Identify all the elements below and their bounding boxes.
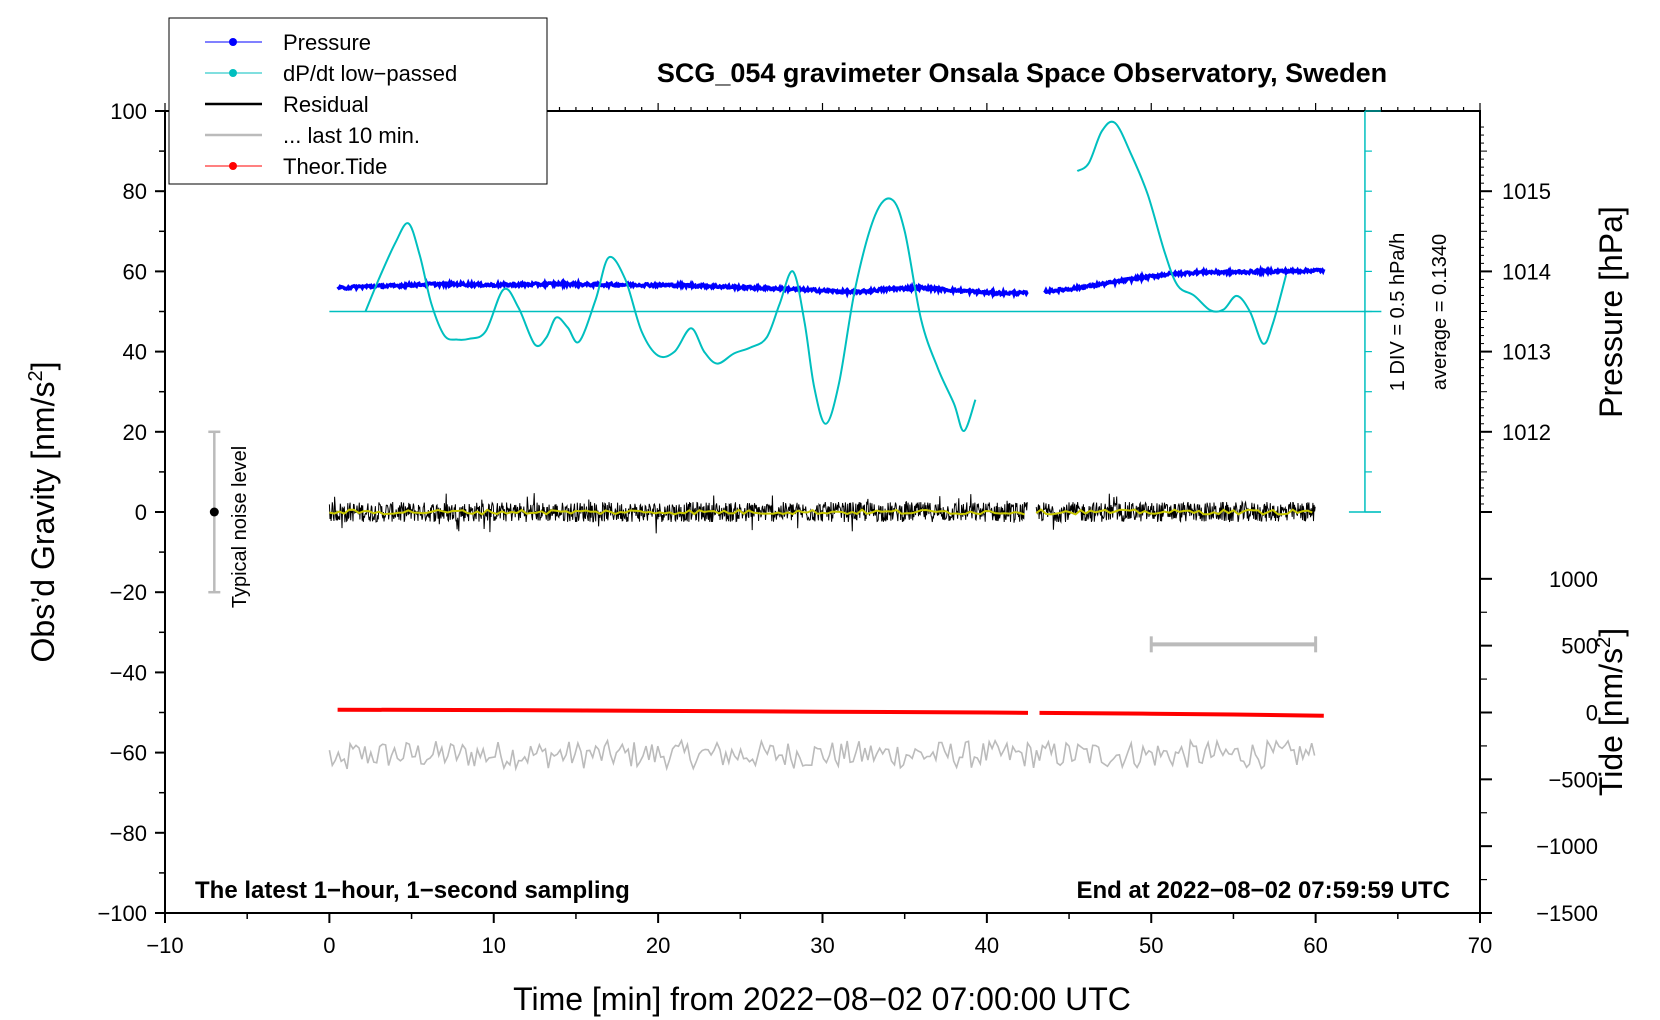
- noise-bar-center: [209, 507, 219, 517]
- y-tick-label: −20: [110, 580, 147, 605]
- residual-trace: [328, 493, 1028, 534]
- y-tick-label: 80: [123, 179, 147, 204]
- legend-label: dP/dt low−passed: [283, 61, 457, 86]
- residual-smoothed-trace: [329, 508, 1025, 516]
- pressure-axis-title: Pressure [hPa]: [1593, 206, 1629, 418]
- pressure-tick-label: 1012: [1502, 420, 1551, 445]
- tide-axis-title: Tide [nm/s2]: [1593, 628, 1629, 796]
- tide-trace: [1039, 710, 1324, 718]
- tide-trace: [337, 707, 1029, 715]
- x-tick-label: 60: [1303, 933, 1327, 958]
- tide-tick-label: −1000: [1536, 834, 1598, 859]
- residual-smoothed-trace: [1035, 508, 1313, 516]
- average-label: average = 0.1340: [1429, 234, 1451, 390]
- last-10-min-trace: [328, 738, 1316, 772]
- x-tick-label: −10: [146, 933, 183, 958]
- y-tick-label: −40: [110, 660, 147, 685]
- tide-tick-label: −1500: [1536, 901, 1598, 926]
- chart-title: SCG_054 gravimeter Onsala Space Observat…: [657, 58, 1387, 88]
- y-tick-label: −60: [110, 741, 147, 766]
- y-tick-label: −80: [110, 821, 147, 846]
- dpdt-trace: [364, 197, 977, 432]
- pressure-tick-label: 1014: [1502, 259, 1551, 284]
- x-tick-label: 70: [1468, 933, 1492, 958]
- legend-label: Theor.Tide: [283, 154, 387, 179]
- tide-tick-label: 500: [1561, 634, 1598, 659]
- legend-label: Residual: [283, 92, 369, 117]
- axis-ticks: −10 0 10 20 30 40 50 60 70−100−80−60−40−20020406…: [97, 99, 1598, 958]
- legend-label: ... last 10 min.: [283, 123, 420, 148]
- noise-level-label: Typical noise level: [229, 446, 251, 608]
- x-tick-label: 20: [646, 933, 670, 958]
- tide-tick-label: 0: [1586, 701, 1598, 726]
- x-tick-label: 0: [323, 933, 335, 958]
- sampling-note: The latest 1−hour, 1−second sampling: [195, 877, 630, 904]
- y-tick-label: 60: [123, 259, 147, 284]
- y-axis-title: Obs’d Gravity [nm/s2]: [25, 362, 61, 663]
- x-tick-label: 40: [975, 933, 999, 958]
- legend-label: Pressure: [283, 30, 371, 55]
- y-tick-label: 0: [135, 500, 147, 525]
- x-tick-label: 30: [810, 933, 834, 958]
- legend: Pressure dP/dt low−passed Residual ... last…: [168, 17, 548, 185]
- tide-tick-label: 1000: [1549, 567, 1598, 592]
- pressure-trace: [336, 277, 1029, 300]
- y-tick-label: 100: [110, 99, 147, 124]
- end-time-note: End at 2022−08−02 07:59:59 UTC: [1076, 877, 1450, 904]
- legend-marker: [229, 38, 237, 46]
- pressure-tick-label: 1013: [1502, 340, 1551, 365]
- pressure-trace: [1043, 264, 1326, 296]
- annotations: [208, 110, 1382, 653]
- pressure-tick-label: 1015: [1502, 179, 1551, 204]
- tide-tick-label: −500: [1548, 767, 1598, 792]
- div-scale-label: 1 DIV = 0.5 hPa/h: [1387, 233, 1409, 391]
- data-series: [328, 120, 1326, 772]
- dpdt-trace: [1076, 120, 1287, 345]
- legend-marker: [229, 162, 237, 170]
- x-tick-label: 50: [1139, 933, 1163, 958]
- y-tick-label: −100: [97, 901, 147, 926]
- x-axis-title: Time [min] from 2022−08−02 07:00:00 UTC: [513, 981, 1131, 1017]
- y-tick-label: 20: [123, 420, 147, 445]
- x-tick-label: 10: [482, 933, 506, 958]
- legend-marker: [229, 69, 237, 77]
- y-tick-label: 40: [123, 340, 147, 365]
